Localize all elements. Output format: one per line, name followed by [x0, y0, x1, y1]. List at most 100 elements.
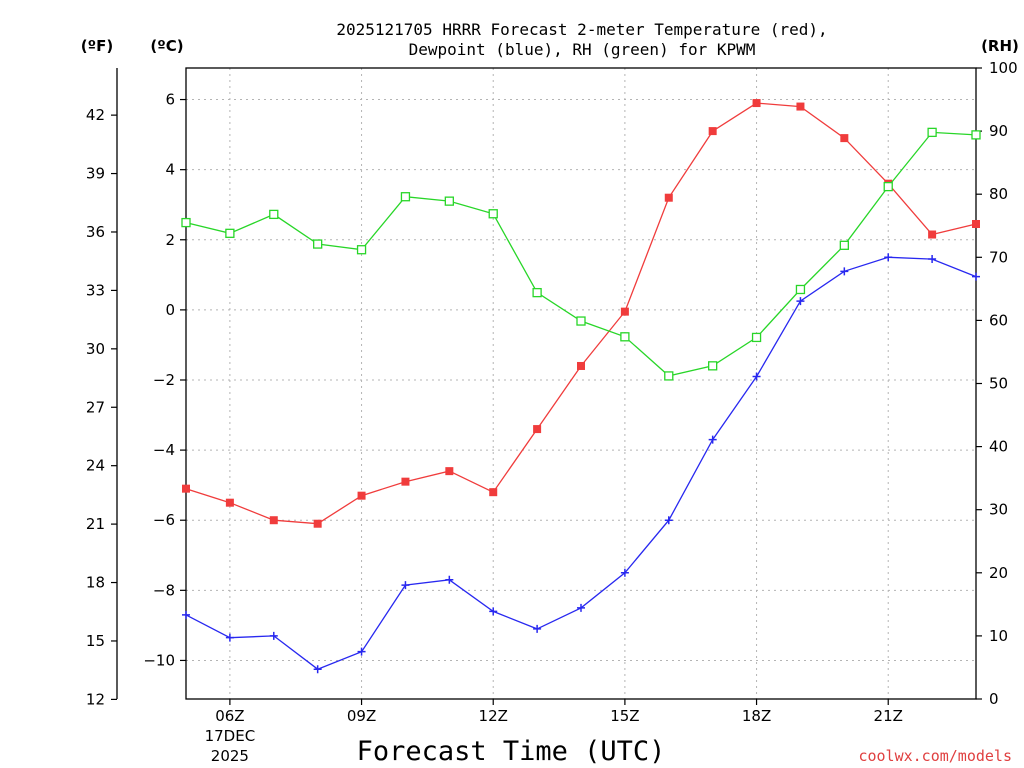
dewpoint-point	[972, 272, 980, 281]
celsius-tick-label: −2	[153, 371, 175, 389]
dewpoint-point	[269, 631, 278, 640]
x-tick-sublabel: 2025	[211, 747, 249, 765]
dewpoint-point	[357, 647, 366, 656]
rh-point	[181, 217, 191, 228]
rh-point	[400, 192, 411, 202]
temperature-point	[182, 484, 190, 493]
temperature-point	[401, 477, 410, 486]
rh-point	[444, 196, 454, 206]
dewpoint-point	[313, 665, 322, 674]
rh-tick-label: 30	[989, 501, 1008, 519]
rh-point	[356, 245, 367, 255]
fahrenheit-tick-label: 30	[86, 340, 105, 358]
rh-point	[971, 130, 981, 140]
temperature-point	[225, 498, 234, 507]
rh-tick-label: 10	[989, 627, 1008, 645]
fahrenheit-tick-label: 12	[86, 690, 105, 708]
rh-point	[269, 209, 279, 220]
fahrenheit-tick-label: 15	[86, 632, 105, 650]
rh-tick-label: 80	[989, 185, 1008, 203]
celsius-tick-label: −8	[153, 581, 175, 599]
rh-point	[532, 287, 542, 298]
temperature-point	[928, 230, 937, 239]
temperature-point	[664, 193, 673, 202]
rh-point	[795, 284, 806, 295]
celsius-tick-label: −6	[153, 511, 175, 529]
dewpoint-point	[664, 516, 673, 525]
x-axis-title: Forecast Time (UTC)	[357, 736, 666, 767]
x-tick-label: 18Z	[742, 707, 771, 725]
rh-point	[883, 181, 893, 192]
credit-text: coolwx.com/models	[858, 747, 1012, 765]
fahrenheit-tick-label: 24	[86, 457, 105, 475]
rh-point	[751, 332, 762, 343]
rh-point	[708, 361, 718, 371]
x-tick-label: 12Z	[479, 707, 508, 725]
fahrenheit-tick-label: 42	[86, 106, 105, 124]
temperature-point	[357, 491, 366, 500]
chart-title-line-2: Dewpoint (blue), RH (green) for KPWM	[409, 40, 756, 59]
rh-point	[576, 316, 586, 326]
dewpoint-point	[225, 633, 234, 642]
x-tick-sublabel: 17DEC	[205, 727, 256, 745]
celsius-tick-label: 2	[165, 231, 175, 249]
rh-point	[664, 371, 674, 381]
fahrenheit-tick-label: 39	[86, 165, 105, 183]
celsius-tick-label: 0	[165, 301, 175, 319]
rh-point	[488, 209, 498, 219]
fahrenheit-tick-label: 27	[86, 398, 105, 416]
series-layer	[181, 99, 981, 674]
rh-tick-label: 90	[989, 122, 1008, 140]
rh-point	[620, 332, 630, 342]
rh-tick-label: 40	[989, 438, 1008, 456]
chart-title-line-1: 2025121705 HRRR Forecast 2-meter Tempera…	[336, 20, 827, 39]
rh-tick-label: 100	[989, 59, 1018, 77]
dewpoint-point	[489, 607, 498, 616]
celsius-tick-label: −4	[153, 441, 175, 459]
temperature-point	[972, 219, 980, 228]
rh-point	[927, 127, 937, 138]
celsius-tick-label: −10	[143, 651, 175, 669]
temperature-point	[269, 516, 278, 525]
axes: −10−8−6−4−202461215182124273033363942010…	[86, 59, 1018, 765]
fahrenheit-tick-label: 18	[86, 574, 105, 592]
rh-tick-label: 50	[989, 375, 1008, 393]
rh-point	[225, 228, 235, 238]
rh-point	[839, 240, 849, 250]
temperature-point	[752, 99, 761, 108]
dewpoint-point	[752, 372, 761, 381]
x-tick-label: 21Z	[874, 707, 903, 725]
celsius-tick-label: 4	[165, 161, 175, 179]
fahrenheit-tick-label: 33	[86, 281, 105, 299]
celsius-unit-label: (ºC)	[150, 37, 183, 55]
fahrenheit-unit-label: (ºF)	[81, 37, 113, 55]
temperature-point	[533, 425, 542, 434]
temperature-point	[708, 127, 717, 136]
temperature-point	[313, 519, 322, 528]
dewpoint-point	[928, 255, 937, 264]
dewpoint-point	[445, 575, 454, 584]
x-tick-label: 15Z	[610, 707, 639, 725]
dewpoint-point	[182, 610, 190, 619]
temperature-point	[796, 102, 805, 111]
dewpoint-point	[840, 267, 849, 276]
x-tick-label: 09Z	[347, 707, 376, 725]
dewpoint-point	[708, 435, 717, 444]
rh-tick-label: 0	[989, 690, 999, 708]
fahrenheit-tick-label: 36	[86, 223, 105, 241]
rh-tick-label: 70	[989, 248, 1008, 266]
temperature-point	[577, 361, 585, 370]
temperature-point	[840, 134, 849, 143]
rh-tick-label: 60	[989, 311, 1008, 329]
celsius-tick-label: 6	[165, 91, 175, 109]
temperature-point	[620, 307, 629, 316]
dewpoint-point	[577, 603, 585, 612]
rh-point	[313, 239, 323, 249]
rh-unit-label: (RH)	[981, 37, 1019, 55]
rh-tick-label: 20	[989, 564, 1008, 582]
dewpoint-point	[796, 297, 805, 306]
temperature-point	[445, 467, 454, 476]
dewpoint-point	[401, 581, 410, 590]
